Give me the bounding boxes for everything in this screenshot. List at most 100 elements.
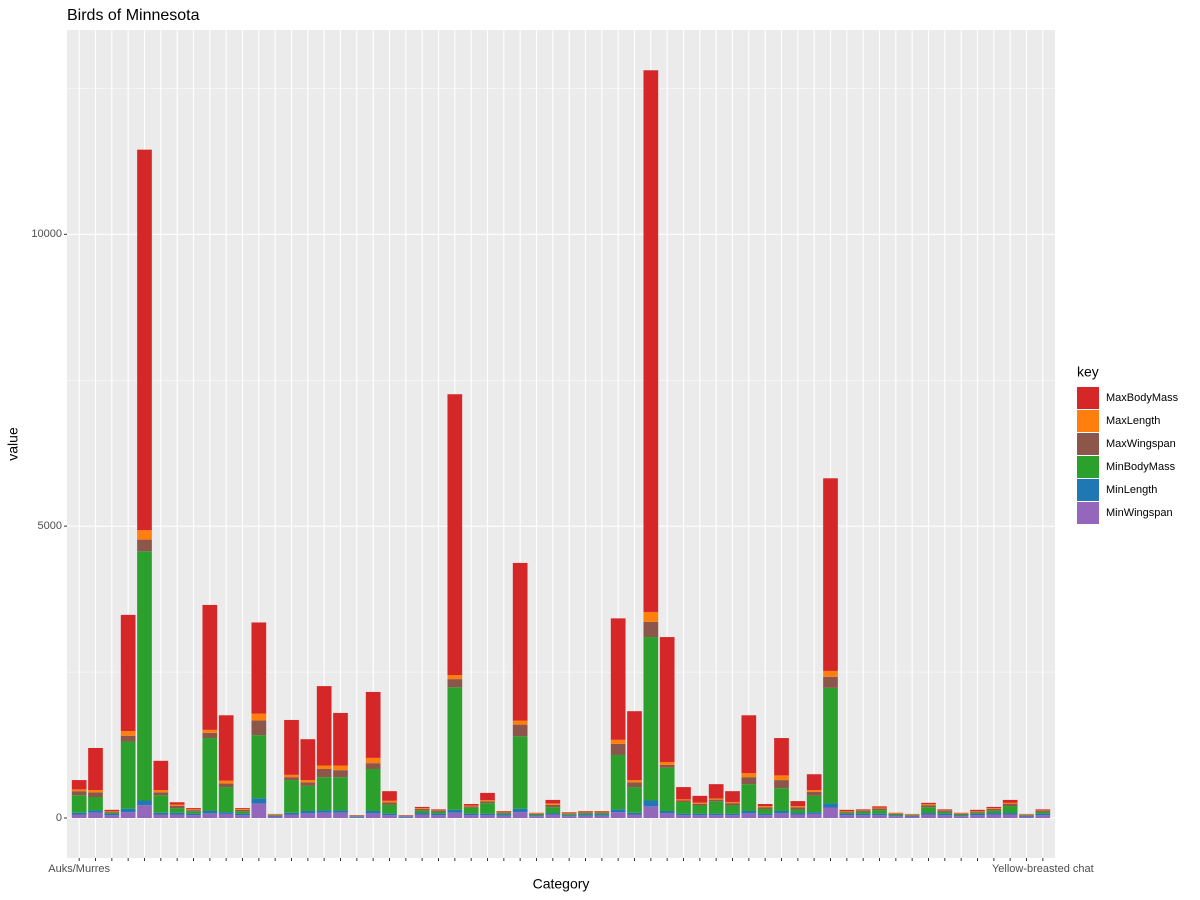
bar-segment (872, 810, 887, 814)
bar-segment (1002, 813, 1018, 815)
bar-segment (120, 812, 136, 819)
bar-segment (578, 814, 593, 816)
bar-segment (937, 813, 953, 816)
bar-segment (349, 816, 365, 817)
bar-segment (88, 812, 103, 819)
bar-segment (267, 815, 283, 817)
bar-segment (627, 787, 642, 813)
bar-segment (431, 813, 446, 816)
bar-segment (872, 815, 887, 819)
bar-segment (529, 813, 544, 815)
bar-segment (676, 787, 691, 800)
bar-segment (431, 810, 446, 812)
bar-segment (610, 618, 626, 740)
bar-segment (545, 807, 561, 814)
y-tick-label: 5000 (38, 520, 62, 532)
bar-segment (757, 806, 773, 808)
bar-segment (284, 719, 299, 775)
bar-segment (561, 812, 577, 814)
legend-label: MinWingspan (1106, 507, 1173, 519)
bar-segment (218, 813, 234, 819)
bar-segment (300, 785, 316, 812)
bar-segment (888, 816, 904, 819)
bar-segment (676, 800, 691, 802)
bar-segment (904, 814, 920, 816)
bar-segment (169, 812, 185, 815)
bar-segment (790, 806, 806, 808)
bar-segment (300, 813, 316, 819)
bar-segment (774, 813, 789, 819)
bar-segment (153, 814, 169, 819)
bar-segment (202, 604, 218, 730)
bar-segment (806, 789, 822, 792)
y-tick-label: 0 (56, 812, 62, 824)
bar-segment (447, 679, 463, 688)
bar-segment (986, 814, 1002, 819)
bar-segment (806, 774, 822, 790)
bar-segment (284, 777, 299, 781)
bar-segment (725, 805, 740, 814)
legend-swatch (1077, 479, 1099, 501)
bar-segment (643, 806, 659, 819)
bar-segment (382, 800, 397, 803)
bar-segment (937, 815, 953, 819)
bar-segment (333, 812, 348, 819)
bar-segment (643, 621, 659, 638)
bar-segment (1019, 815, 1034, 816)
bar-segment (186, 811, 201, 814)
bar-segment (659, 813, 675, 819)
bar-segment (855, 809, 871, 811)
bar-segment (888, 813, 904, 815)
bar-segment (806, 813, 822, 819)
bar-segment (104, 811, 120, 812)
bar-segment (545, 803, 561, 805)
bar-segment (120, 741, 136, 809)
bar-segment (1035, 809, 1051, 811)
bar-segment (529, 815, 544, 817)
bar-segment (545, 799, 561, 804)
bar-segment (496, 811, 512, 812)
bar-segment (333, 777, 348, 811)
bar-segment (480, 815, 495, 819)
bar-segment (970, 815, 985, 819)
bar-segment (235, 813, 250, 816)
x-tick-label: Yellow-breasted chat (992, 863, 1094, 875)
legend-label: MaxBodyMass (1106, 392, 1179, 404)
bar-segment (431, 809, 446, 810)
bar-segment (578, 813, 593, 815)
bar-segment (71, 814, 87, 819)
bar-segment (872, 806, 887, 808)
bar-segment (790, 813, 806, 815)
bar-segment (512, 720, 528, 725)
bar-segment (823, 803, 838, 808)
bar-segment (398, 816, 414, 817)
bar-segment (692, 815, 708, 819)
bar-segment (986, 813, 1002, 815)
bar-segment (414, 806, 430, 809)
bar-segment (218, 787, 234, 813)
bar-segment (431, 811, 446, 814)
bar-segment (316, 777, 332, 811)
bar-segment (921, 804, 936, 806)
bar-segment (823, 478, 838, 671)
bar-segment (594, 813, 610, 815)
bar-segment (365, 768, 381, 812)
bar-segment (578, 812, 593, 814)
legend-swatch (1077, 456, 1099, 478)
bar-segment (1019, 814, 1034, 816)
bar-segment (88, 792, 103, 798)
bar-segment (659, 637, 675, 762)
bar-segment (610, 739, 626, 744)
bar-segment (545, 804, 561, 808)
bar-segment (953, 813, 969, 815)
bar-segment (120, 614, 136, 732)
bar-segment (71, 791, 87, 796)
bar-segment (71, 789, 87, 792)
bar-segment (382, 791, 397, 801)
bar-segment (169, 805, 185, 809)
bar-segment (153, 760, 169, 790)
bar-segment (251, 798, 267, 804)
bar-segment (904, 816, 920, 819)
bar-segment (806, 812, 822, 814)
bar-segment (839, 815, 855, 819)
